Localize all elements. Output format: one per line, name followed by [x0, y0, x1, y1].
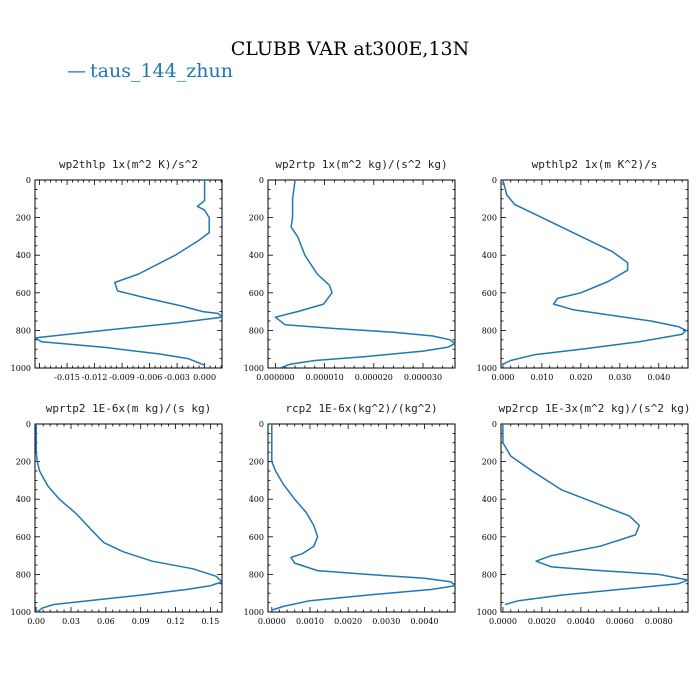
x-tick-label: 0.0000: [258, 617, 286, 626]
x-tick-label: 0.0020: [528, 617, 556, 626]
figure-title: CLUBB VAR at300E,13N: [231, 38, 470, 60]
y-tick-label: 0: [26, 420, 31, 429]
y-tick-label: 200: [249, 458, 264, 467]
series-line: [502, 424, 688, 606]
y-tick-label: 0: [492, 420, 497, 429]
x-tick-label: 0.0080: [645, 617, 673, 626]
x-tick-label: 0.0060: [606, 617, 634, 626]
series-line: [271, 424, 455, 611]
y-tick-label: 800: [16, 570, 31, 579]
panel-1: wp2thlp 1x(m^2 K)/s^2 0 200 400 600 800 1000 -0…: [11, 158, 223, 382]
x-tick-label: 0.000010: [306, 373, 344, 382]
x-tick-label: 0.15: [201, 617, 219, 626]
y-tick-label: 800: [482, 570, 497, 579]
x-tick-label: 0.0000: [489, 617, 517, 626]
x-tick-label: 0.09: [132, 617, 150, 626]
x-tick-label: 0.0040: [410, 617, 438, 626]
legend-label: taus_144_zhun: [90, 60, 233, 82]
y-tick-label: 600: [16, 289, 31, 298]
y-tick-label: 800: [16, 326, 31, 335]
panel-title: wpthlp2 1x(m K^2)/s: [532, 158, 658, 171]
series-line: [274, 180, 455, 368]
y-tick-label: 200: [16, 214, 31, 223]
panel-title: wp2rtp 1x(m^2 kg)/(s^2 kg): [275, 158, 447, 171]
panel-3: wpthlp2 1x(m K^2)/s 0 200 400 600 800 10000.00…: [477, 158, 689, 382]
y-tick-label: 600: [482, 533, 497, 542]
y-tick-label: 400: [482, 495, 497, 504]
y-tick-label: 0: [492, 176, 497, 185]
plot-frame: [34, 179, 223, 369]
x-tick-label: 0.000: [491, 373, 514, 382]
y-tick-label: 0: [26, 176, 31, 185]
y-tick-label: 600: [249, 289, 264, 298]
y-tick-label: 400: [16, 495, 31, 504]
x-tick-label: 0.000030: [404, 373, 442, 382]
x-tick-label: 0.0030: [372, 617, 400, 626]
y-tick-label: 400: [249, 251, 264, 260]
legend: — taus_144_zhun: [67, 60, 233, 82]
y-tick-label: 200: [249, 214, 264, 223]
y-tick-label: 1000: [244, 364, 264, 373]
x-tick-label: 0.06: [97, 617, 115, 626]
panel-2: wp2rtp 1x(m^2 kg)/(s^2 kg) 0 200 400 600 800 1…: [244, 158, 456, 382]
x-tick-label: 0.020: [569, 373, 592, 382]
x-tick-label: 0.03: [62, 617, 80, 626]
x-tick-label: 0.0010: [296, 617, 324, 626]
x-tick-label: 0.030: [608, 373, 631, 382]
y-tick-label: 800: [249, 570, 264, 579]
x-tick-label: 0.0020: [334, 617, 362, 626]
panel-title: rcp2 1E-6x(kg^2)/(kg^2): [285, 402, 437, 415]
series-line: [35, 424, 222, 612]
x-tick-label: -0.009: [109, 373, 135, 382]
y-tick-label: 400: [16, 251, 31, 260]
y-tick-label: 400: [249, 495, 264, 504]
x-tick-label: 0.010: [530, 373, 553, 382]
y-tick-label: 200: [16, 458, 31, 467]
x-tick-label: -0.015: [54, 373, 80, 382]
y-tick-label: 0: [259, 176, 264, 185]
plot-frame: [267, 423, 456, 613]
series-line: [502, 180, 687, 365]
x-tick-label: -0.012: [82, 373, 108, 382]
panel-4: wprtp2 1E-6x(m kg)/(s kg) 0 200 400 600 800 10…: [11, 402, 223, 626]
plot-frame: [267, 179, 456, 369]
plot-frame: [34, 423, 223, 613]
x-tick-label: 0.000: [193, 373, 216, 382]
x-tick-label: -0.006: [137, 373, 163, 382]
x-tick-label: 0.0040: [567, 617, 595, 626]
x-tick-label: 0.000000: [256, 373, 294, 382]
series-line: [35, 180, 222, 366]
y-tick-label: 200: [482, 458, 497, 467]
y-tick-label: 800: [482, 326, 497, 335]
y-tick-label: 600: [249, 533, 264, 542]
y-tick-label: 1000: [244, 608, 264, 617]
y-tick-label: 200: [482, 214, 497, 223]
panel-title: wp2thlp 1x(m^2 K)/s^2: [59, 158, 198, 171]
panel-6: wp2rcp 1E-3x(m^2 kg)/(s^2 kg)0 200 400 600 8…: [477, 402, 691, 626]
y-tick-label: 1000: [477, 364, 497, 373]
panels: wp2thlp 1x(m^2 K)/s^2 0 200 400 600 800 1000 -0…: [11, 158, 691, 626]
panel-title: wp2rcp 1E-3x(m^2 kg)/(s^2 kg): [498, 402, 690, 415]
panel-title: wprtp2 1E-6x(m kg)/(s kg): [46, 402, 212, 415]
x-tick-label: 0.040: [647, 373, 670, 382]
plot-frame: [500, 423, 689, 613]
x-tick-label: 0.000020: [355, 373, 393, 382]
y-tick-label: 600: [482, 289, 497, 298]
y-tick-label: 1000: [11, 608, 31, 617]
y-tick-label: 600: [16, 533, 31, 542]
y-tick-label: 400: [482, 251, 497, 260]
panel-5: rcp2 1E-6x(kg^2)/(kg^2) 0 200 400 600 800 1000…: [244, 402, 456, 626]
y-tick-label: 1000: [477, 608, 497, 617]
x-tick-label: 0.00: [27, 617, 45, 626]
legend-marker: —: [67, 60, 86, 82]
y-tick-label: 0: [259, 420, 264, 429]
x-tick-label: 0.12: [167, 617, 185, 626]
y-tick-label: 1000: [11, 364, 31, 373]
plot-frame: [500, 179, 689, 369]
x-tick-label: -0.003: [164, 373, 190, 382]
y-tick-label: 800: [249, 326, 264, 335]
